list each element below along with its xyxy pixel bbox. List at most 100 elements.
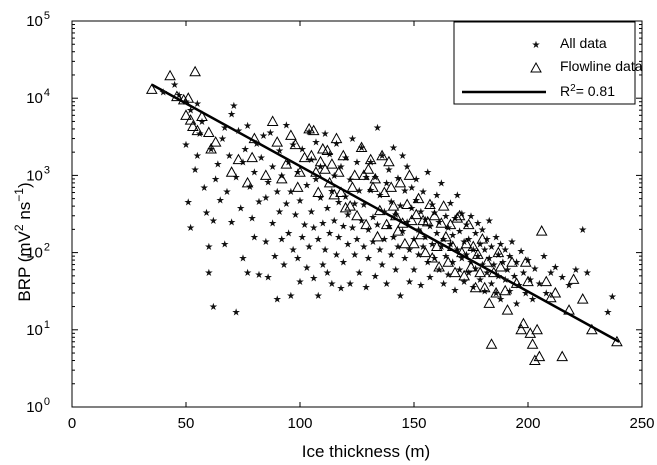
all-data-point: ★ bbox=[437, 178, 446, 189]
flowline-data-point bbox=[321, 144, 334, 156]
all-data-point: ★ bbox=[293, 254, 302, 265]
y-axis-title-sup2: −1 bbox=[12, 188, 26, 202]
all-data-point: ★ bbox=[241, 144, 250, 155]
all-data-point: ★ bbox=[268, 162, 277, 173]
flowline-data-point bbox=[291, 181, 304, 192]
all-data-point: ★ bbox=[343, 210, 352, 221]
all-data-point: ★ bbox=[396, 291, 405, 302]
flowline-data-point bbox=[506, 256, 518, 267]
all-data-point: ★ bbox=[380, 207, 389, 218]
y-tick-exponent: 0 bbox=[44, 396, 50, 408]
flowline-data-point bbox=[355, 141, 368, 152]
all-data-point: ★ bbox=[339, 222, 348, 233]
flowline-data-point bbox=[392, 225, 404, 236]
all-data-point: ★ bbox=[448, 258, 457, 269]
flowline-data-point bbox=[510, 277, 523, 288]
flowline-data-point bbox=[348, 169, 361, 180]
flowline-data-point bbox=[501, 304, 514, 315]
all-data-point: ★ bbox=[254, 197, 263, 208]
flowline-data-point bbox=[494, 261, 507, 272]
flowline-data-point bbox=[467, 240, 480, 251]
all-data-point: ★ bbox=[300, 220, 309, 231]
flowline-data-point bbox=[453, 209, 466, 221]
y-axis-title-sup1: 2 bbox=[12, 224, 26, 231]
all-data-point: ★ bbox=[355, 268, 364, 279]
flowline-data-point bbox=[385, 181, 398, 192]
all-data-point: ★ bbox=[348, 223, 357, 234]
flowline-data-point bbox=[576, 293, 589, 304]
all-data-point: ★ bbox=[487, 242, 496, 253]
flowline-data-point bbox=[410, 208, 423, 220]
all-data-point: ★ bbox=[398, 151, 407, 162]
all-data-point: ★ bbox=[396, 201, 405, 212]
all-data-point: ★ bbox=[273, 187, 282, 198]
all-data-point: ★ bbox=[467, 211, 476, 222]
all-data-point: ★ bbox=[245, 182, 254, 193]
flowline-data-point bbox=[611, 335, 623, 347]
all-data-point: ★ bbox=[382, 178, 391, 189]
flowline-data-point bbox=[225, 166, 238, 177]
all-data-point: ★ bbox=[384, 222, 393, 233]
flowline-data-point bbox=[483, 297, 496, 308]
flowline-data-point bbox=[307, 124, 320, 136]
all-data-point: ★ bbox=[366, 157, 375, 168]
all-data-point: ★ bbox=[419, 242, 428, 253]
y-axis-title-main: BRP (mV bbox=[15, 230, 34, 301]
all-data-point: ★ bbox=[462, 220, 471, 231]
all-data-point: ★ bbox=[371, 271, 380, 282]
flowline-data-point bbox=[515, 323, 528, 335]
flowline-data-point bbox=[196, 110, 208, 121]
all-data-point: ★ bbox=[432, 228, 441, 239]
all-data-point: ★ bbox=[489, 260, 498, 271]
flowline-data-point bbox=[285, 129, 297, 140]
flowline-data-point bbox=[312, 186, 325, 198]
flowline-data-point bbox=[332, 166, 345, 177]
all-data-point: ★ bbox=[496, 239, 505, 250]
flowline-data-point bbox=[403, 169, 416, 180]
flowline-data-point bbox=[458, 269, 471, 281]
flowline-data-point bbox=[405, 214, 418, 226]
all-data-point: ★ bbox=[323, 203, 332, 214]
flowline-data-point bbox=[389, 209, 402, 221]
all-data-point: ★ bbox=[530, 264, 539, 275]
flowline-data-point bbox=[451, 212, 464, 223]
flowline-data-point bbox=[567, 273, 580, 284]
all-data-point: ★ bbox=[193, 99, 202, 110]
all-data-point: ★ bbox=[471, 228, 480, 239]
all-data-point: ★ bbox=[510, 271, 519, 282]
all-data-point: ★ bbox=[364, 225, 373, 236]
all-data-point: ★ bbox=[209, 302, 218, 313]
all-data-point: ★ bbox=[343, 239, 352, 250]
all-data-point: ★ bbox=[346, 279, 355, 290]
flowline-data-point bbox=[462, 218, 475, 230]
all-data-point: ★ bbox=[309, 223, 318, 234]
all-data-point: ★ bbox=[346, 175, 355, 186]
flowline-data-point bbox=[323, 176, 336, 188]
flowline-data-point bbox=[540, 275, 553, 287]
flowline-data-point bbox=[487, 266, 500, 278]
legend-triangle-marker bbox=[530, 61, 542, 73]
flowline-data-point bbox=[294, 166, 306, 177]
all-data-point: ★ bbox=[512, 299, 521, 310]
all-data-point: ★ bbox=[348, 134, 357, 145]
all-data-point: ★ bbox=[389, 232, 398, 243]
all-data-point: ★ bbox=[423, 258, 432, 269]
all-data-point: ★ bbox=[521, 288, 530, 299]
all-data-point: ★ bbox=[318, 219, 327, 230]
flowline-data-point bbox=[362, 163, 375, 174]
all-data-point: ★ bbox=[236, 203, 245, 214]
all-data-point: ★ bbox=[473, 252, 482, 263]
all-data-point: ★ bbox=[473, 219, 482, 230]
flowline-data-point bbox=[428, 209, 441, 221]
flowline-data-point bbox=[399, 237, 411, 249]
y-axis-title-end: ) bbox=[15, 182, 34, 188]
x-tick-label: 100 bbox=[287, 415, 312, 432]
flowline-data-point bbox=[189, 65, 201, 77]
legend-r-sup: 2 bbox=[570, 83, 576, 94]
all-data-point: ★ bbox=[457, 254, 466, 265]
all-data-point: ★ bbox=[318, 260, 327, 271]
all-data-point: ★ bbox=[266, 128, 275, 139]
flowline-data-point bbox=[241, 176, 254, 188]
all-data-point: ★ bbox=[382, 279, 391, 290]
all-data-point: ★ bbox=[261, 237, 270, 248]
